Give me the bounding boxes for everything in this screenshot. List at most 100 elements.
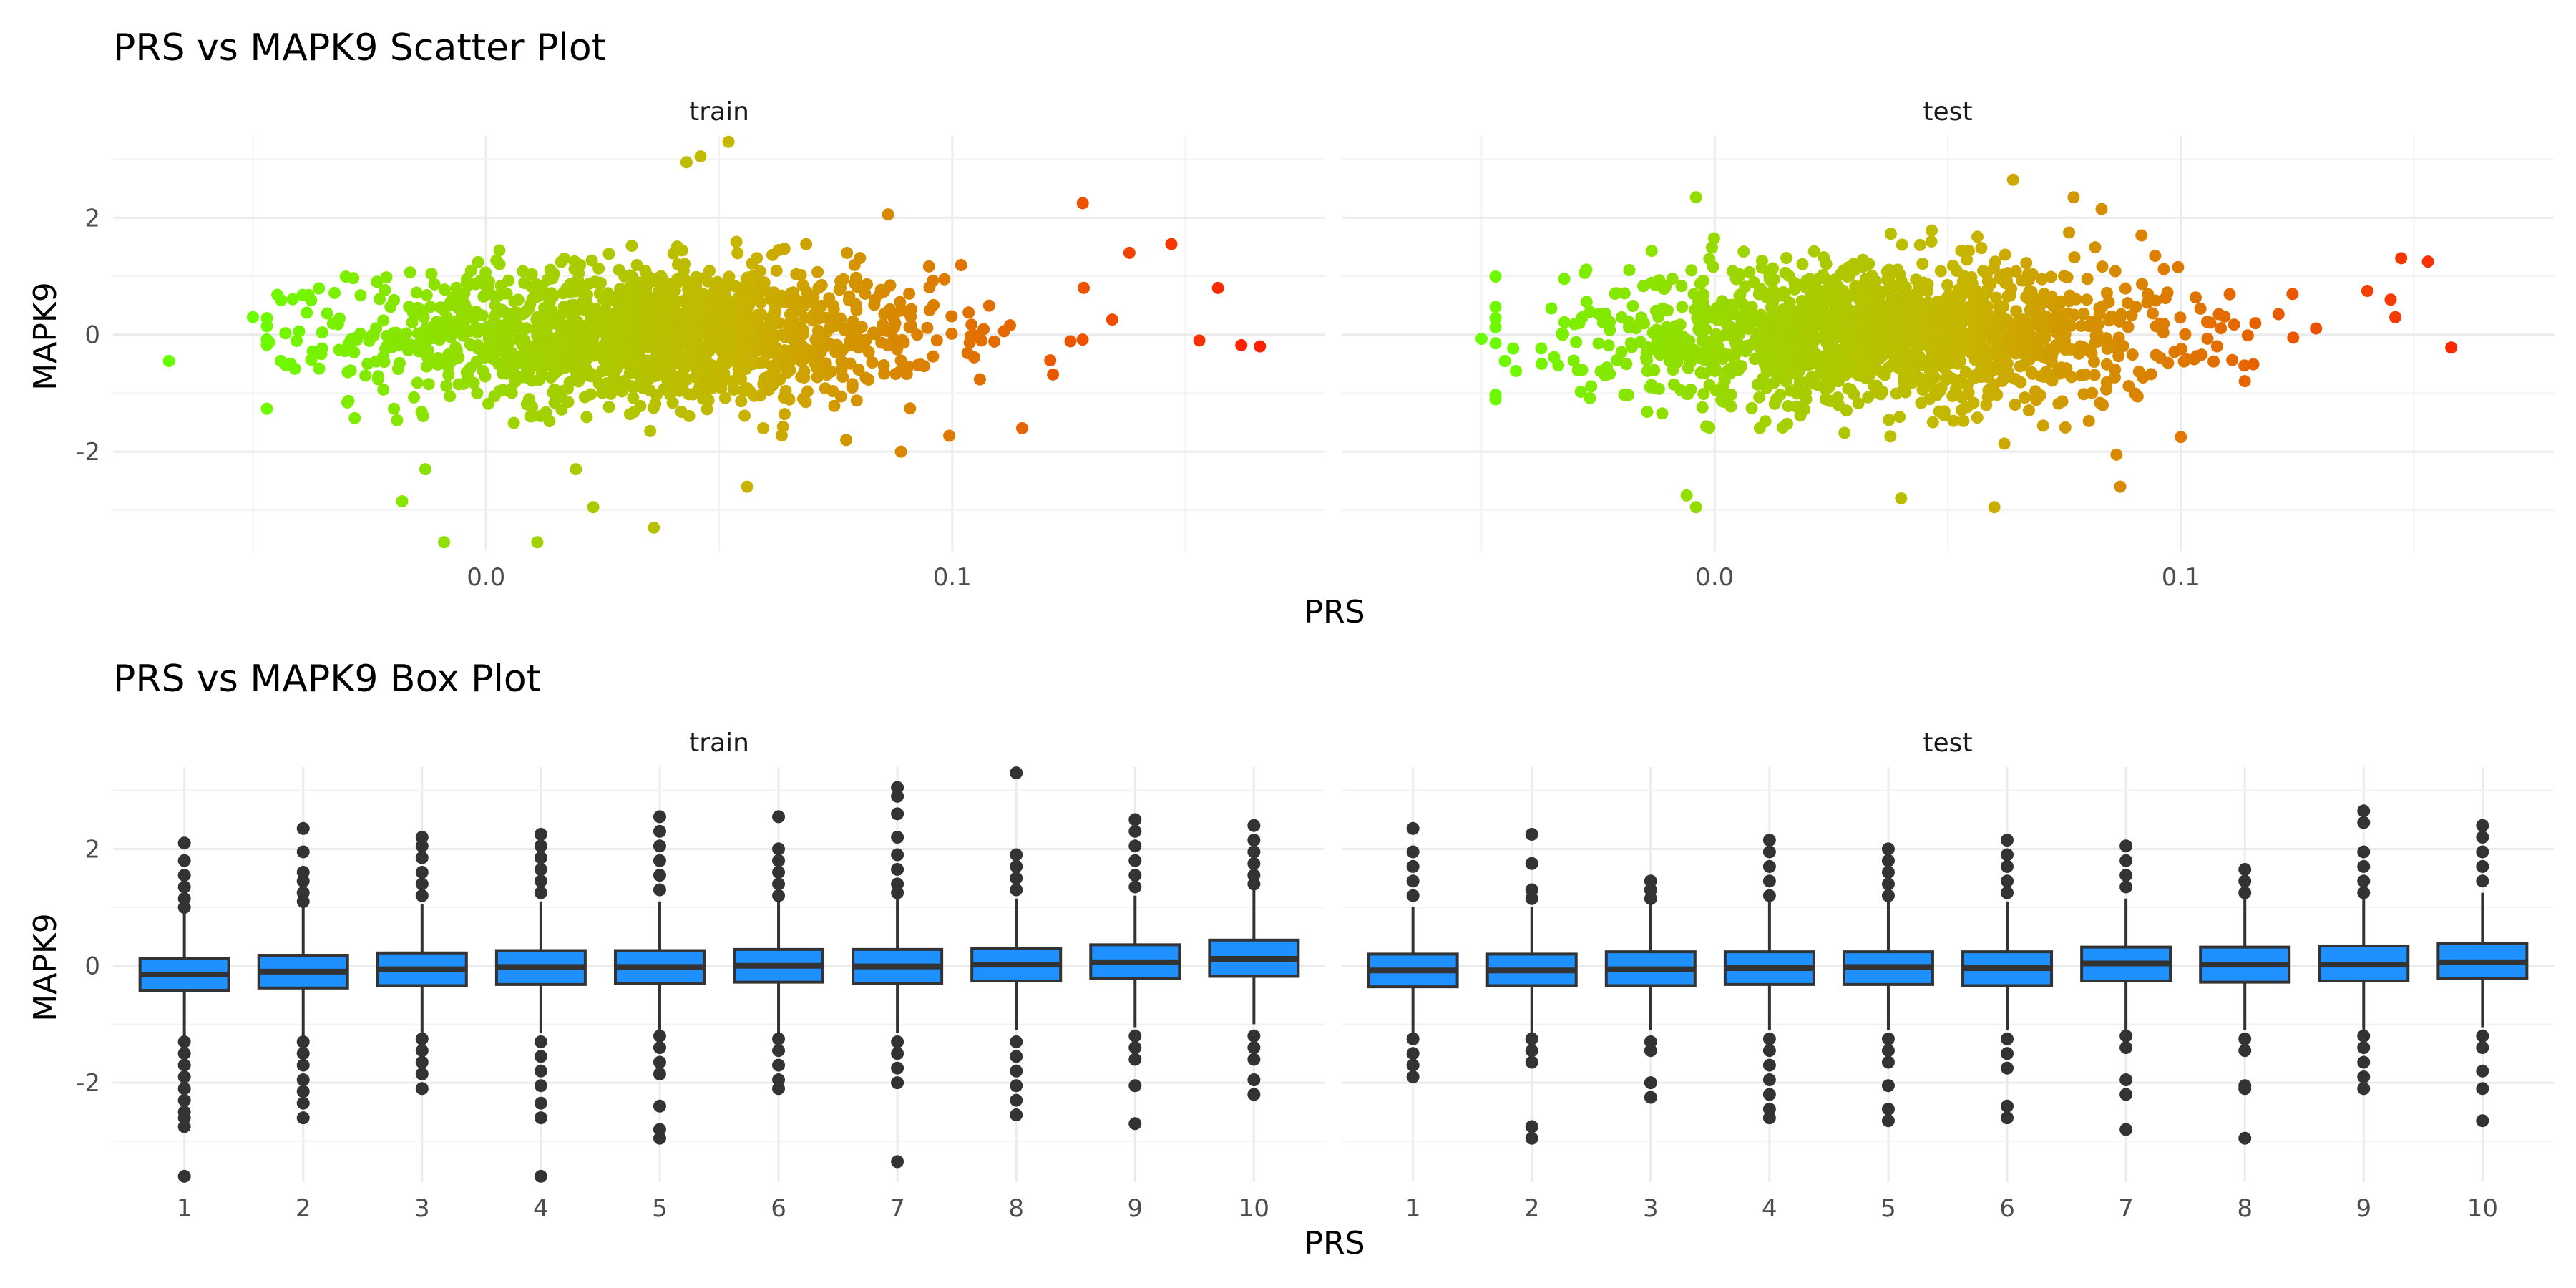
box-outlier-point	[2119, 839, 2133, 853]
box-outlier-point	[891, 1061, 904, 1075]
scatter-point	[2149, 249, 2162, 262]
box-outlier-point	[1406, 1047, 1420, 1060]
box-outlier-point	[653, 1099, 666, 1113]
scatter-point	[882, 208, 894, 221]
scatter-point	[1981, 301, 1994, 313]
scatter-point	[1648, 364, 1661, 376]
scatter-point	[2131, 390, 2144, 403]
scatter-point	[2247, 358, 2260, 371]
scatter-point	[1935, 381, 1948, 394]
box-outlier-point	[653, 1131, 666, 1145]
box-outlier-point	[772, 1082, 786, 1096]
scatter-point	[1838, 369, 1851, 382]
scatter-point	[637, 381, 650, 394]
scatter-point	[1975, 242, 1988, 255]
scatter-point	[326, 317, 339, 330]
scatter-point	[1913, 238, 1926, 251]
scatter-point	[305, 294, 318, 307]
scatter-point	[377, 314, 390, 327]
box-outlier-point	[534, 862, 547, 876]
box-outlier-point	[534, 1050, 547, 1063]
box-outlier-point	[1644, 1076, 1657, 1090]
box-outlier-point	[891, 848, 904, 862]
scatter-point	[540, 406, 552, 419]
scatter-point	[648, 521, 660, 534]
scatter-point	[911, 328, 924, 341]
scatter-point	[735, 373, 748, 386]
scatter-point	[671, 258, 684, 271]
box-outlier-point	[415, 877, 429, 891]
box-outlier-point	[2119, 854, 2133, 867]
box-y-tick-label: 0	[84, 952, 100, 981]
scatter-point	[388, 402, 401, 415]
scatter-point	[1795, 295, 1808, 308]
scatter-point	[1726, 265, 1739, 278]
scatter-point	[730, 235, 743, 248]
box-x-axis-label: PRS	[1304, 1225, 1365, 1262]
scatter-point	[437, 323, 450, 336]
scatter-point	[1254, 340, 1267, 353]
scatter-point	[1851, 311, 1864, 323]
scatter-point	[765, 321, 778, 334]
scatter-point	[558, 252, 571, 265]
scatter-point	[1621, 389, 1634, 401]
box-outlier-point	[415, 1032, 429, 1045]
box-outlier-point	[177, 1070, 191, 1083]
scatter-point	[1720, 318, 1733, 331]
scatter-point	[1891, 344, 1904, 357]
scatter-point	[408, 391, 421, 404]
scatter-point	[1779, 266, 1792, 279]
scatter-point	[313, 362, 326, 375]
box-outlier-point	[891, 1155, 904, 1169]
scatter-point	[2175, 431, 2187, 444]
scatter-point	[823, 322, 836, 335]
scatter-point	[1926, 224, 1938, 237]
scatter-point	[2101, 342, 2114, 355]
scatter-point	[1674, 318, 1687, 331]
scatter-point	[555, 391, 568, 404]
scatter-point	[568, 331, 581, 344]
scatter-point	[2081, 273, 2094, 286]
box-outlier-point	[653, 1029, 666, 1043]
scatter-point	[776, 420, 789, 433]
box-outlier-point	[2357, 1055, 2371, 1069]
box-outlier-point	[1762, 1032, 1776, 1045]
scatter-point	[763, 374, 776, 386]
scatter-point	[341, 396, 353, 409]
scatter-point	[1662, 304, 1674, 317]
scatter-point	[2249, 317, 2262, 330]
box-outlier-point	[772, 854, 786, 867]
scatter-point	[1106, 313, 1118, 326]
scatter-point	[901, 305, 914, 318]
scatter-point	[843, 290, 856, 303]
scatter-point	[2061, 271, 2074, 284]
scatter-point	[661, 376, 674, 389]
scatter-point	[1875, 286, 1888, 299]
box-outlier-point	[1525, 1131, 1538, 1145]
scatter-point	[2093, 301, 2106, 314]
scatter-point	[1751, 378, 1764, 391]
box-outlier-point	[2119, 1088, 2133, 1101]
box-outlier-point	[1762, 1058, 1776, 1072]
scatter-point	[1767, 273, 1780, 286]
scatter-point	[1715, 394, 1728, 406]
scatter-point	[450, 344, 463, 357]
scatter-point	[716, 288, 728, 301]
scatter-point	[1884, 430, 1897, 443]
scatter-y-axis-label: MAPK9	[27, 282, 64, 390]
scatter-point	[2051, 310, 2064, 323]
scatter-point	[538, 301, 551, 314]
scatter-point	[1931, 296, 1944, 308]
scatter-point	[1896, 238, 1908, 251]
scatter-point	[973, 373, 986, 386]
scatter-point	[878, 367, 891, 380]
box-outlier-point	[415, 866, 429, 879]
scatter-point	[1895, 492, 1908, 504]
scatter-point	[1852, 397, 1865, 410]
scatter-point	[411, 327, 424, 340]
scatter-point	[361, 357, 374, 370]
scatter-point	[1570, 336, 1583, 348]
scatter-point	[2059, 421, 2072, 434]
scatter-point	[2110, 311, 2123, 324]
scatter-point	[713, 369, 726, 381]
